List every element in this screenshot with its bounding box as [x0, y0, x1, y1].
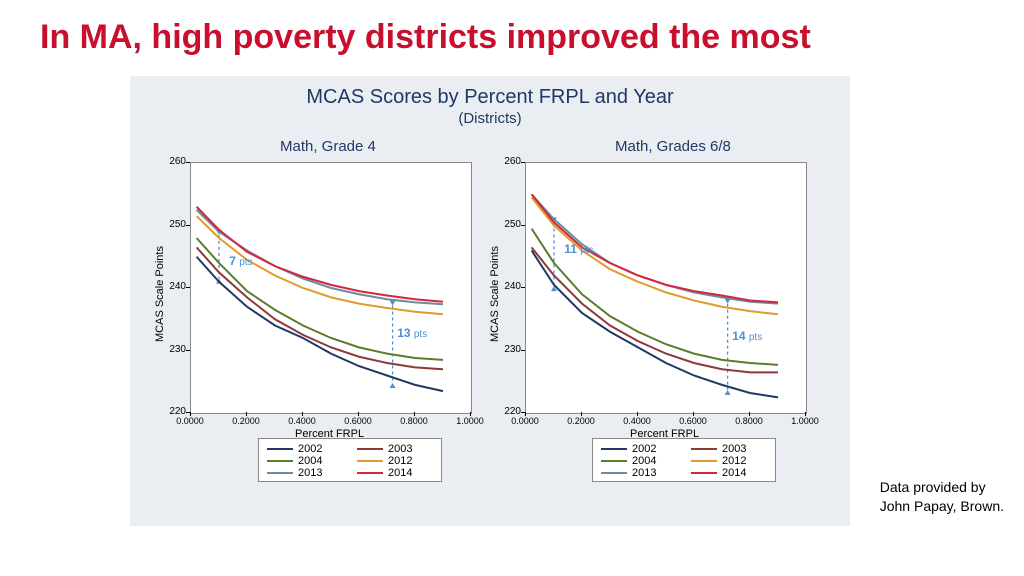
y-tick-label: 230	[160, 344, 186, 355]
y-tick-label: 250	[495, 219, 521, 230]
legend-swatch	[357, 448, 383, 450]
legend-label: 2003	[722, 443, 746, 455]
gap-annotation: 7 pts	[229, 254, 252, 268]
x-tick-label: 0.2000	[559, 416, 603, 426]
legend-label: 2012	[388, 455, 412, 467]
panel-title: MCAS Scores by Percent FRPL and Year	[130, 86, 850, 109]
slide: In MA, high poverty districts improved t…	[0, 0, 1024, 576]
y-axis-label: MCAS Scale Points	[489, 246, 501, 342]
panel-subtitle: (Districts)	[130, 110, 850, 127]
legend-item: 2002	[601, 443, 677, 455]
x-tick-label: 0.6000	[336, 416, 380, 426]
gap-annotation: 11 pts	[564, 242, 593, 256]
legend-swatch	[601, 472, 627, 474]
legend-swatch	[601, 460, 627, 462]
legend-swatch	[357, 472, 383, 474]
legend-swatch	[267, 448, 293, 450]
chart-panel: MCAS Scores by Percent FRPL and Year (Di…	[130, 76, 850, 526]
gap-annotation: 14 pts	[732, 329, 762, 343]
legend-label: 2002	[632, 443, 656, 455]
y-tick-label: 260	[160, 156, 186, 167]
legend-item: 2014	[357, 467, 433, 479]
y-tick-label: 260	[495, 156, 521, 167]
credit-text: Data provided by John Papay, Brown.	[880, 478, 1004, 516]
legend-item: 2013	[267, 467, 343, 479]
legend-label: 2004	[632, 455, 656, 467]
x-tick-label: 0.4000	[615, 416, 659, 426]
legend-swatch	[691, 448, 717, 450]
legend-label: 2012	[722, 455, 746, 467]
legend-swatch	[601, 448, 627, 450]
legend-label: 2014	[722, 467, 746, 479]
x-tick-label: 1.0000	[783, 416, 827, 426]
legend-item: 2004	[267, 455, 343, 467]
x-tick-label: 0.2000	[224, 416, 268, 426]
legend-label: 2004	[298, 455, 322, 467]
credit-line-1: Data provided by	[880, 479, 986, 495]
y-tick-label: 250	[160, 219, 186, 230]
x-tick-label: 1.0000	[448, 416, 492, 426]
legend-item: 2012	[357, 455, 433, 467]
y-axis-label: MCAS Scale Points	[154, 246, 166, 342]
legend-swatch	[357, 460, 383, 462]
y-tick-label: 230	[495, 344, 521, 355]
slide-title: In MA, high poverty districts improved t…	[40, 18, 811, 57]
x-tick-label: 0.8000	[727, 416, 771, 426]
x-tick-label: 0.0000	[503, 416, 547, 426]
legend-item: 2013	[601, 467, 677, 479]
legend-swatch	[267, 460, 293, 462]
legend-item: 2012	[691, 455, 767, 467]
x-tick-label: 0.0000	[168, 416, 212, 426]
x-tick-label: 0.6000	[671, 416, 715, 426]
legend: 2002 2003 2004 2012 2013 2014	[258, 438, 442, 482]
legend-item: 2004	[601, 455, 677, 467]
plot-area	[190, 162, 472, 414]
legend-item: 2002	[267, 443, 343, 455]
x-tick-label: 0.8000	[392, 416, 436, 426]
credit-line-2: John Papay, Brown.	[880, 498, 1004, 514]
legend-swatch	[691, 472, 717, 474]
legend-item: 2014	[691, 467, 767, 479]
legend-item: 2003	[691, 443, 767, 455]
gap-annotation: 13 pts	[397, 326, 427, 340]
legend-swatch	[691, 460, 717, 462]
plot-area	[525, 162, 807, 414]
legend-label: 2003	[388, 443, 412, 455]
legend-label: 2013	[298, 467, 322, 479]
legend-label: 2014	[388, 467, 412, 479]
legend: 2002 2003 2004 2012 2013 2014	[592, 438, 776, 482]
legend-swatch	[267, 472, 293, 474]
subplot-title: Math, Grades 6/8	[615, 138, 731, 155]
series-line	[532, 251, 778, 398]
legend-label: 2013	[632, 467, 656, 479]
legend-label: 2002	[298, 443, 322, 455]
series-line	[532, 197, 778, 314]
legend-item: 2003	[357, 443, 433, 455]
x-tick-label: 0.4000	[280, 416, 324, 426]
subplot-title: Math, Grade 4	[280, 138, 376, 155]
